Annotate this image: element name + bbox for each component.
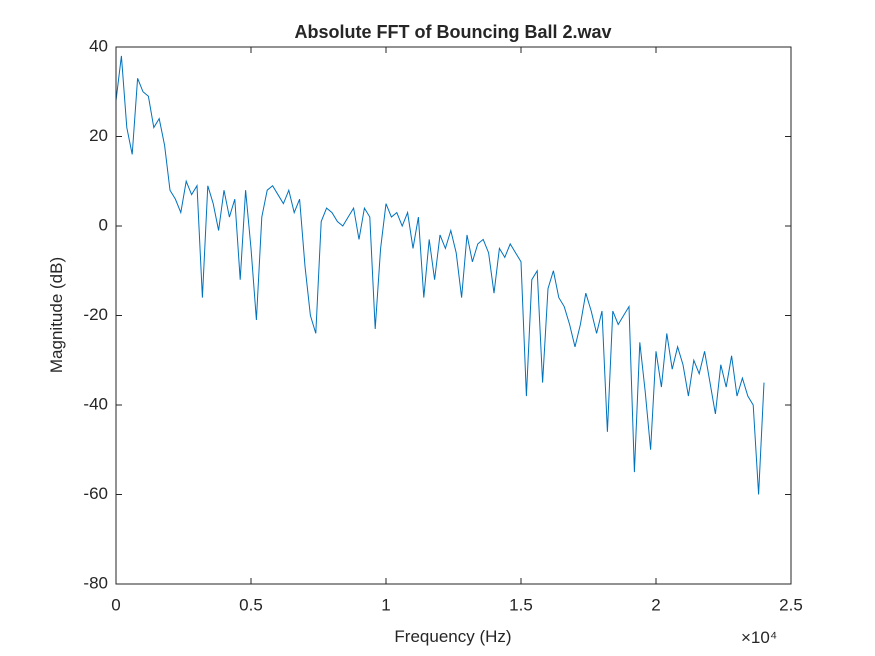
x-axis-label: Frequency (Hz): [394, 627, 511, 646]
y-tick-label: 40: [89, 36, 108, 55]
x-tick-label: 0.5: [239, 595, 263, 614]
y-tick-label: 0: [99, 215, 108, 234]
y-tick-label: 20: [89, 126, 108, 145]
axes-box: [115, 46, 792, 585]
data-line: [115, 55, 765, 495]
x-tick-label: 2.5: [779, 595, 803, 614]
plot-area: [116, 47, 791, 584]
y-tick-label: -40: [83, 394, 108, 413]
chart-title: Absolute FFT of Bouncing Ball 2.wav: [294, 22, 611, 42]
lines: [115, 55, 765, 495]
x-tick-label: 2: [651, 595, 660, 614]
y-axis-label: Magnitude (dB): [47, 257, 66, 373]
x-scale-label: ×10⁴: [741, 628, 777, 647]
x-tick-label: 0: [111, 595, 120, 614]
y-tick-label: -20: [83, 305, 108, 324]
x-tick-label: 1.5: [509, 595, 533, 614]
y-tick-label: -60: [83, 484, 108, 503]
x-tick-label: 1: [381, 595, 390, 614]
y-tick-label: -80: [83, 573, 108, 592]
